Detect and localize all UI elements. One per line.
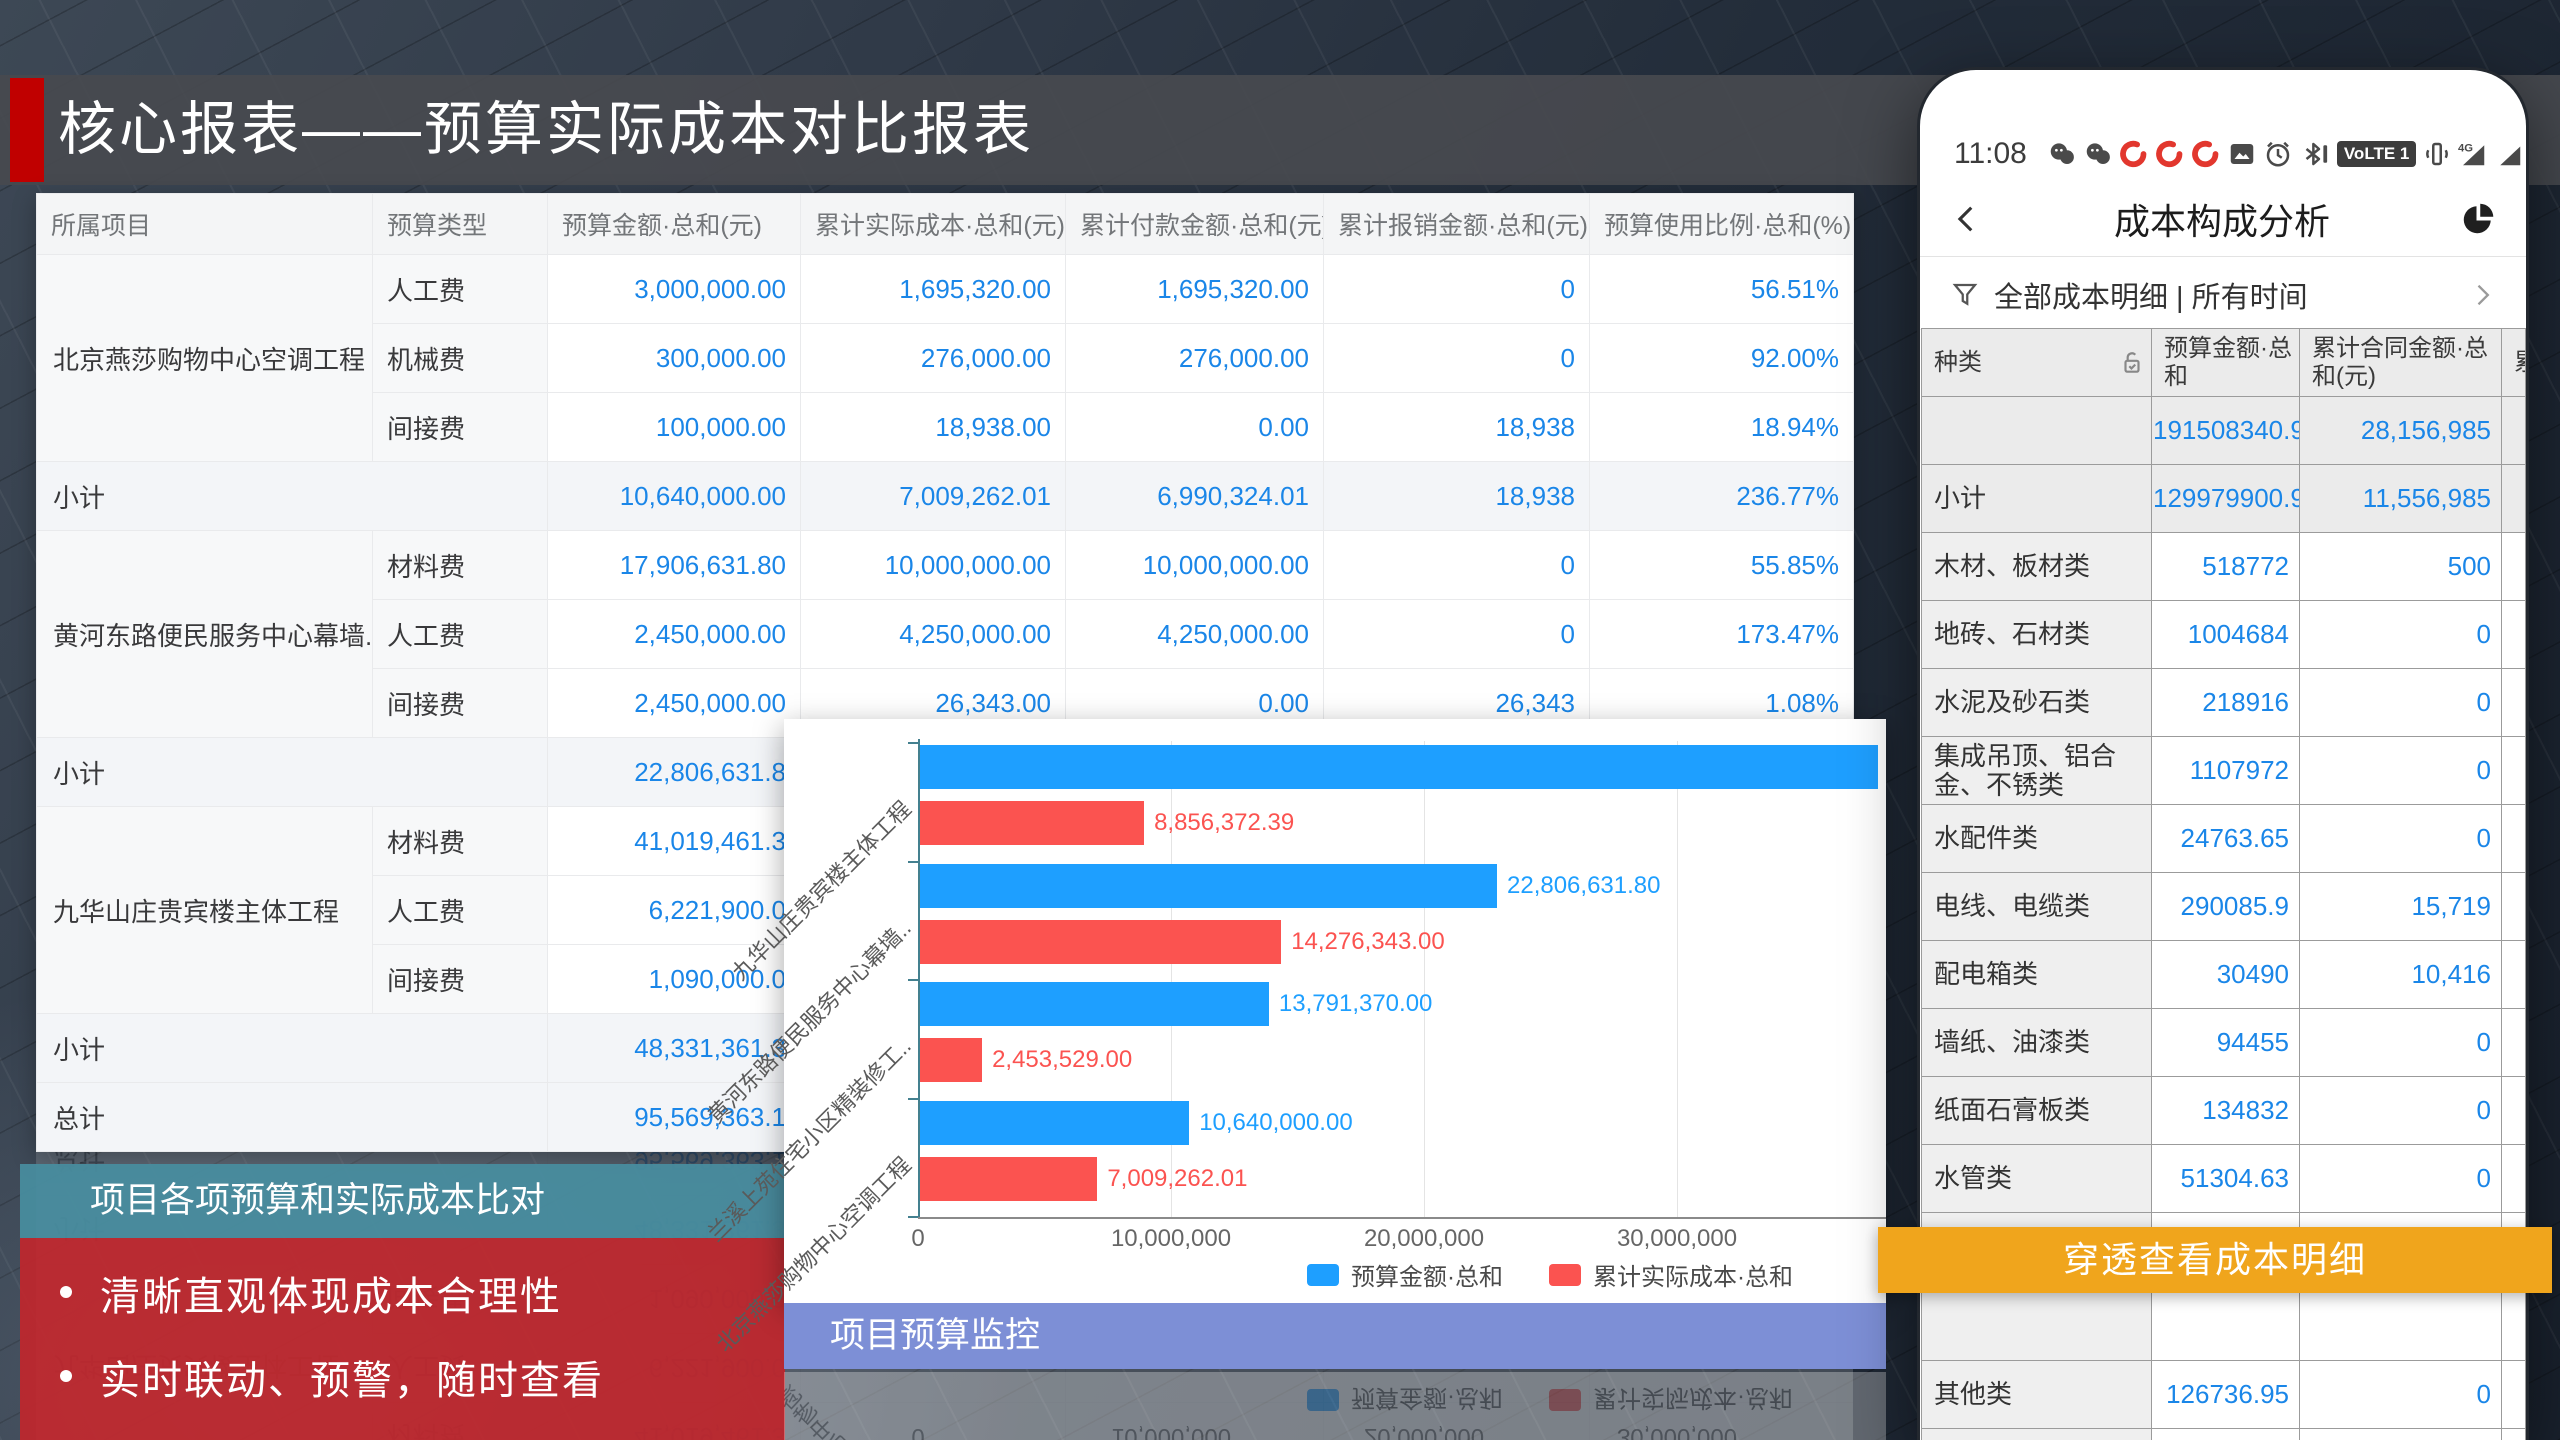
table-row: 人工费 2,450,000.00 4,250,000.00 4,250,000.00 0… (37, 599, 1854, 669)
legend-item: 预算金额·总和 (1307, 1257, 1503, 1292)
orange-banner: 穿透查看成本明细 (1878, 1227, 2552, 1293)
status-time: 11:08 (1954, 137, 2027, 170)
phone-table-row[interactable]: 水泥及砂石类 218916 0 (1921, 668, 2526, 737)
bar-budget (920, 1100, 1190, 1145)
table-row: 机械费 300,000.00 276,000.00 276,000.00 0 92.00% (37, 323, 1854, 393)
bar-actual (920, 1038, 983, 1082)
sort-icon[interactable] (2119, 350, 2145, 376)
phone-table-row[interactable]: 电线、电缆类 290085.9 15,719 (1921, 872, 2526, 941)
table-row: 北京燕莎购物中心空调工程 人工费 3,000,000.00 1,695,320.00 1… (36, 254, 1854, 462)
back-icon[interactable] (1950, 202, 1984, 236)
phone-column-header: 预算金额·总和 (2151, 328, 2300, 397)
legend-swatch (1307, 1263, 1339, 1286)
phone-table-row[interactable]: 木材、板材类 518772 500 (1921, 532, 2526, 601)
column-header: 累计付款金额·总和(元) (1065, 193, 1324, 255)
phone-table-row[interactable]: 其他类 126736.95 0 (1921, 1360, 2526, 1429)
title-accent-bar (10, 78, 44, 182)
chart-legend: 预算金额·总和 累计实际成本·总和 (784, 1257, 1886, 1292)
bar-value-label: 14,276,343.00 (1291, 927, 1445, 955)
bar-actual (920, 919, 1282, 964)
x-axis-tick: 30,000,000 (1616, 1225, 1738, 1252)
bar-value-label: 13,791,370.00 (1278, 990, 1433, 1017)
table-row-subtotal: 小计 10,640,000.00 7,009,262.01 6,990,324.01 1… (36, 461, 1854, 531)
column-header: 预算类型 (372, 193, 548, 255)
signal-icon (2500, 146, 2521, 166)
column-header: 累计报销金额·总和(元) (1323, 193, 1590, 255)
phone-table-body: 191508340.9428,156,985小计129979900.9411,5… (1921, 396, 2526, 1440)
phone-column-header: 累) (2501, 328, 2526, 397)
table-header-row: 所属项目 预算类型 预算金额·总和(元) 累计实际成本·总和(元) 累计付款金额·总和(… (36, 193, 1854, 255)
x-axis-tick: 20,000,000 (1363, 1225, 1485, 1252)
column-header: 累计实际成本·总和(元) (800, 193, 1066, 255)
bluetooth-icon (2305, 142, 2327, 166)
phone-column-header: 累计合同金额·总和(元) (2299, 328, 2502, 397)
column-header: 预算金额·总和(元) (547, 193, 801, 255)
legend-swatch (1549, 1263, 1581, 1286)
vibrate-icon (2426, 142, 2449, 166)
phone-status-bar: 11:08 VoLTE 1 4G (1920, 128, 2526, 180)
x-axis-tick: 10,000,000 (1110, 1225, 1232, 1252)
column-header: 预算使用比例·总和(%) (1589, 193, 1854, 255)
bar-value-label: 10,640,000.00 (1199, 1108, 1353, 1136)
phone-table-row[interactable] (1921, 1280, 2526, 1361)
page-title: 核心报表——预算实际成本对比报表 (58, 97, 1035, 162)
chart-reflection: 010,000,00020,000,00030,000,000九华山庄贵宾楼主体… (784, 1372, 1886, 1440)
app-ring-icon (2120, 140, 2147, 168)
bullet-item: 实时联动、预警，随时查看 (54, 1348, 785, 1406)
bar-value-label: 8,856,372.39 (1154, 809, 1295, 836)
bar-budget (920, 745, 1878, 789)
chevron-right-icon (2477, 284, 2490, 305)
wechat-icon (2086, 143, 2110, 164)
filter-bar[interactable]: 全部成本明细 | 所有时间 (1920, 260, 2526, 330)
phone-table-row[interactable]: 水管类 51304.63 0 (1921, 1144, 2526, 1213)
phone-mockup: 11:08 VoLTE 1 4G 成本构成分析 全部成本明细 | 所有时间 (1920, 70, 2526, 1440)
teal-banner: 项目各项预算和实际成本比对 (20, 1164, 784, 1238)
bar-actual (920, 1156, 1098, 1201)
bar-budget (920, 982, 1269, 1026)
divider (1920, 256, 2526, 257)
app-ring-icon (2192, 140, 2219, 168)
bar-budget (920, 863, 1497, 908)
funnel-icon (1952, 283, 1978, 306)
bar-value-label: 7,009,262.01 (1107, 1164, 1248, 1192)
bar-actual (920, 801, 1145, 845)
phone-table-row[interactable]: 191508340.9428,156,985 (1921, 396, 2526, 465)
table-row: 黄河东路便民服务中心幕墙... 材料费 17,906,631.80 10,000,00… (36, 530, 1854, 738)
phone-page-title: 成本构成分析 (2113, 201, 2330, 242)
bullet-item: 清晰直观体现成本合理性 (54, 1264, 785, 1322)
phone-column-header: 种类 (1921, 328, 2152, 397)
wechat-icon (2050, 143, 2074, 164)
filter-label: 全部成本明细 | 所有时间 (1994, 281, 2308, 314)
phone-table-row[interactable]: 集成吊顶、铝合金、不锈类 1107972 0 (1921, 736, 2526, 805)
volte-badge: VoLTE 1 (2336, 141, 2417, 167)
bar-value-label: 2,453,529.00 (992, 1046, 1133, 1073)
signal-4g-icon: 4G (2458, 143, 2485, 166)
svg-text:4G: 4G (2458, 143, 2473, 155)
highlights-box: 清晰直观体现成本合理性 实时联动、预警，随时查看 (20, 1238, 785, 1440)
pie-chart-icon[interactable] (2460, 201, 2496, 237)
budget-vs-actual-chart: 010,000,00020,000,00030,000,000九华山庄贵宾楼主体… (784, 1372, 1886, 1440)
x-axis-tick: 0 (911, 1225, 925, 1252)
bar-value-label: 22,806,631.80 (1507, 871, 1661, 899)
budget-cost-table: 所属项目 预算类型 预算金额·总和(元) 累计实际成本·总和(元) 累计付款金额·总和(… (36, 193, 1854, 1152)
alarm-icon (2266, 141, 2290, 167)
phone-table-row[interactable]: 地板类4571480 (1921, 1428, 2526, 1440)
phone-table-row[interactable]: 水配件类 24763.65 0 (1921, 804, 2526, 873)
column-header: 所属项目 (36, 193, 373, 255)
app-ring-icon (2156, 140, 2183, 168)
phone-table-row[interactable]: 地砖、石材类 1004684 0 (1921, 600, 2526, 669)
phone-table-row[interactable]: 配电箱类 30490 10,416 (1921, 940, 2526, 1009)
table-row: 间接费 100,000.00 18,938.00 0.00 18,938 18.94% (37, 392, 1854, 462)
phone-nav-bar: 成本构成分析 (1920, 182, 2526, 256)
legend-item: 累计实际成本·总和 (1549, 1257, 1793, 1292)
phone-table-row[interactable]: 纸面石膏板类 134832 0 (1921, 1076, 2526, 1145)
phone-table-row[interactable]: 墙纸、油漆类 94455 0 (1921, 1008, 2526, 1077)
chart-strip-banner: 项目预算监控 (784, 1303, 1886, 1369)
gallery-icon (2230, 144, 2254, 164)
